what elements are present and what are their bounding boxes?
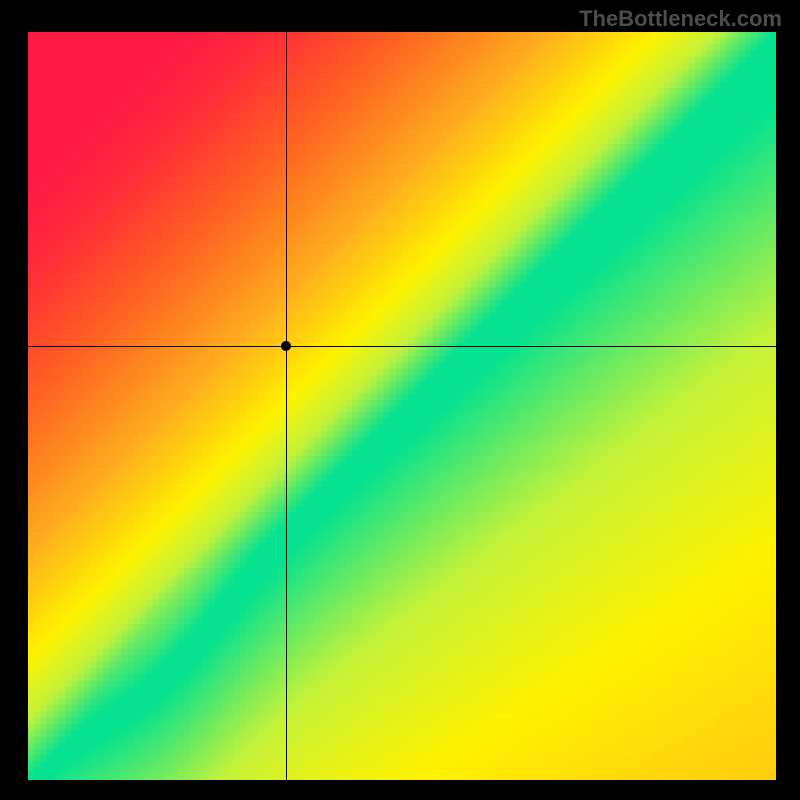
crosshair-vertical [286, 32, 287, 780]
data-point-marker [281, 341, 291, 351]
crosshair-horizontal [28, 346, 776, 347]
bottleneck-heatmap [28, 32, 776, 780]
watermark-text: TheBottleneck.com [579, 6, 782, 32]
chart-container: TheBottleneck.com [0, 0, 800, 800]
plot-area [28, 32, 776, 780]
